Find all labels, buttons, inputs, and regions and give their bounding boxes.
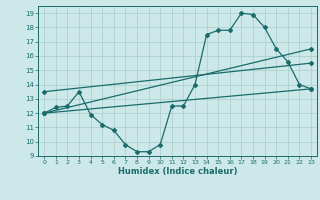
X-axis label: Humidex (Indice chaleur): Humidex (Indice chaleur) bbox=[118, 167, 237, 176]
